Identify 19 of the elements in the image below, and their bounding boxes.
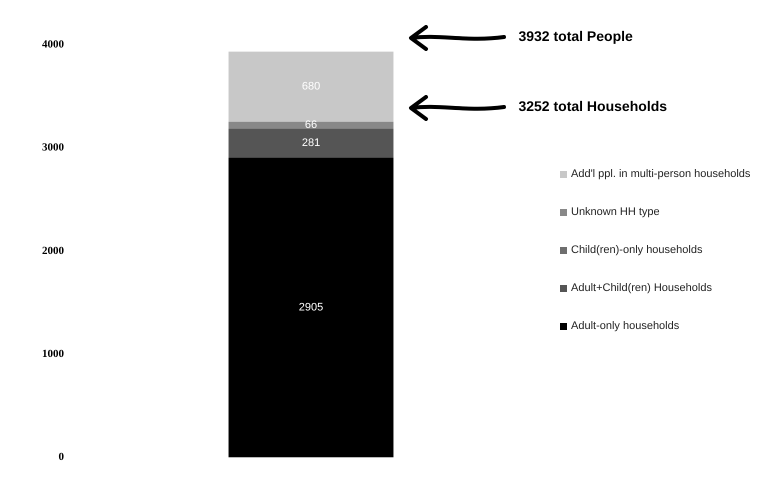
data-label: 281	[302, 137, 320, 150]
legend-label: Unknown HH type	[571, 206, 660, 218]
legend-label: Adult-only households	[571, 320, 680, 332]
data-label: 66	[304, 119, 318, 132]
y-tick-label: 2000	[42, 244, 64, 257]
bar	[228, 52, 394, 122]
text: 3252 total Households	[518, 98, 668, 114]
y-tick-label: 3000	[42, 142, 64, 154]
legend-label: Adult+Child(ren) Households	[571, 282, 712, 294]
bar	[228, 158, 394, 458]
legend-label: Child(ren)-only households	[571, 244, 702, 256]
bar	[228, 128, 394, 158]
y-tick-label: 1000	[42, 348, 64, 360]
y-tick-label: 4000	[42, 38, 64, 50]
bar	[228, 122, 394, 129]
y-tick-label: 0	[58, 451, 64, 464]
data-label: 2905	[298, 302, 324, 314]
legend-label: Add'l ppl. in multi-person households	[571, 168, 750, 180]
text: 3932 total People	[518, 28, 633, 44]
